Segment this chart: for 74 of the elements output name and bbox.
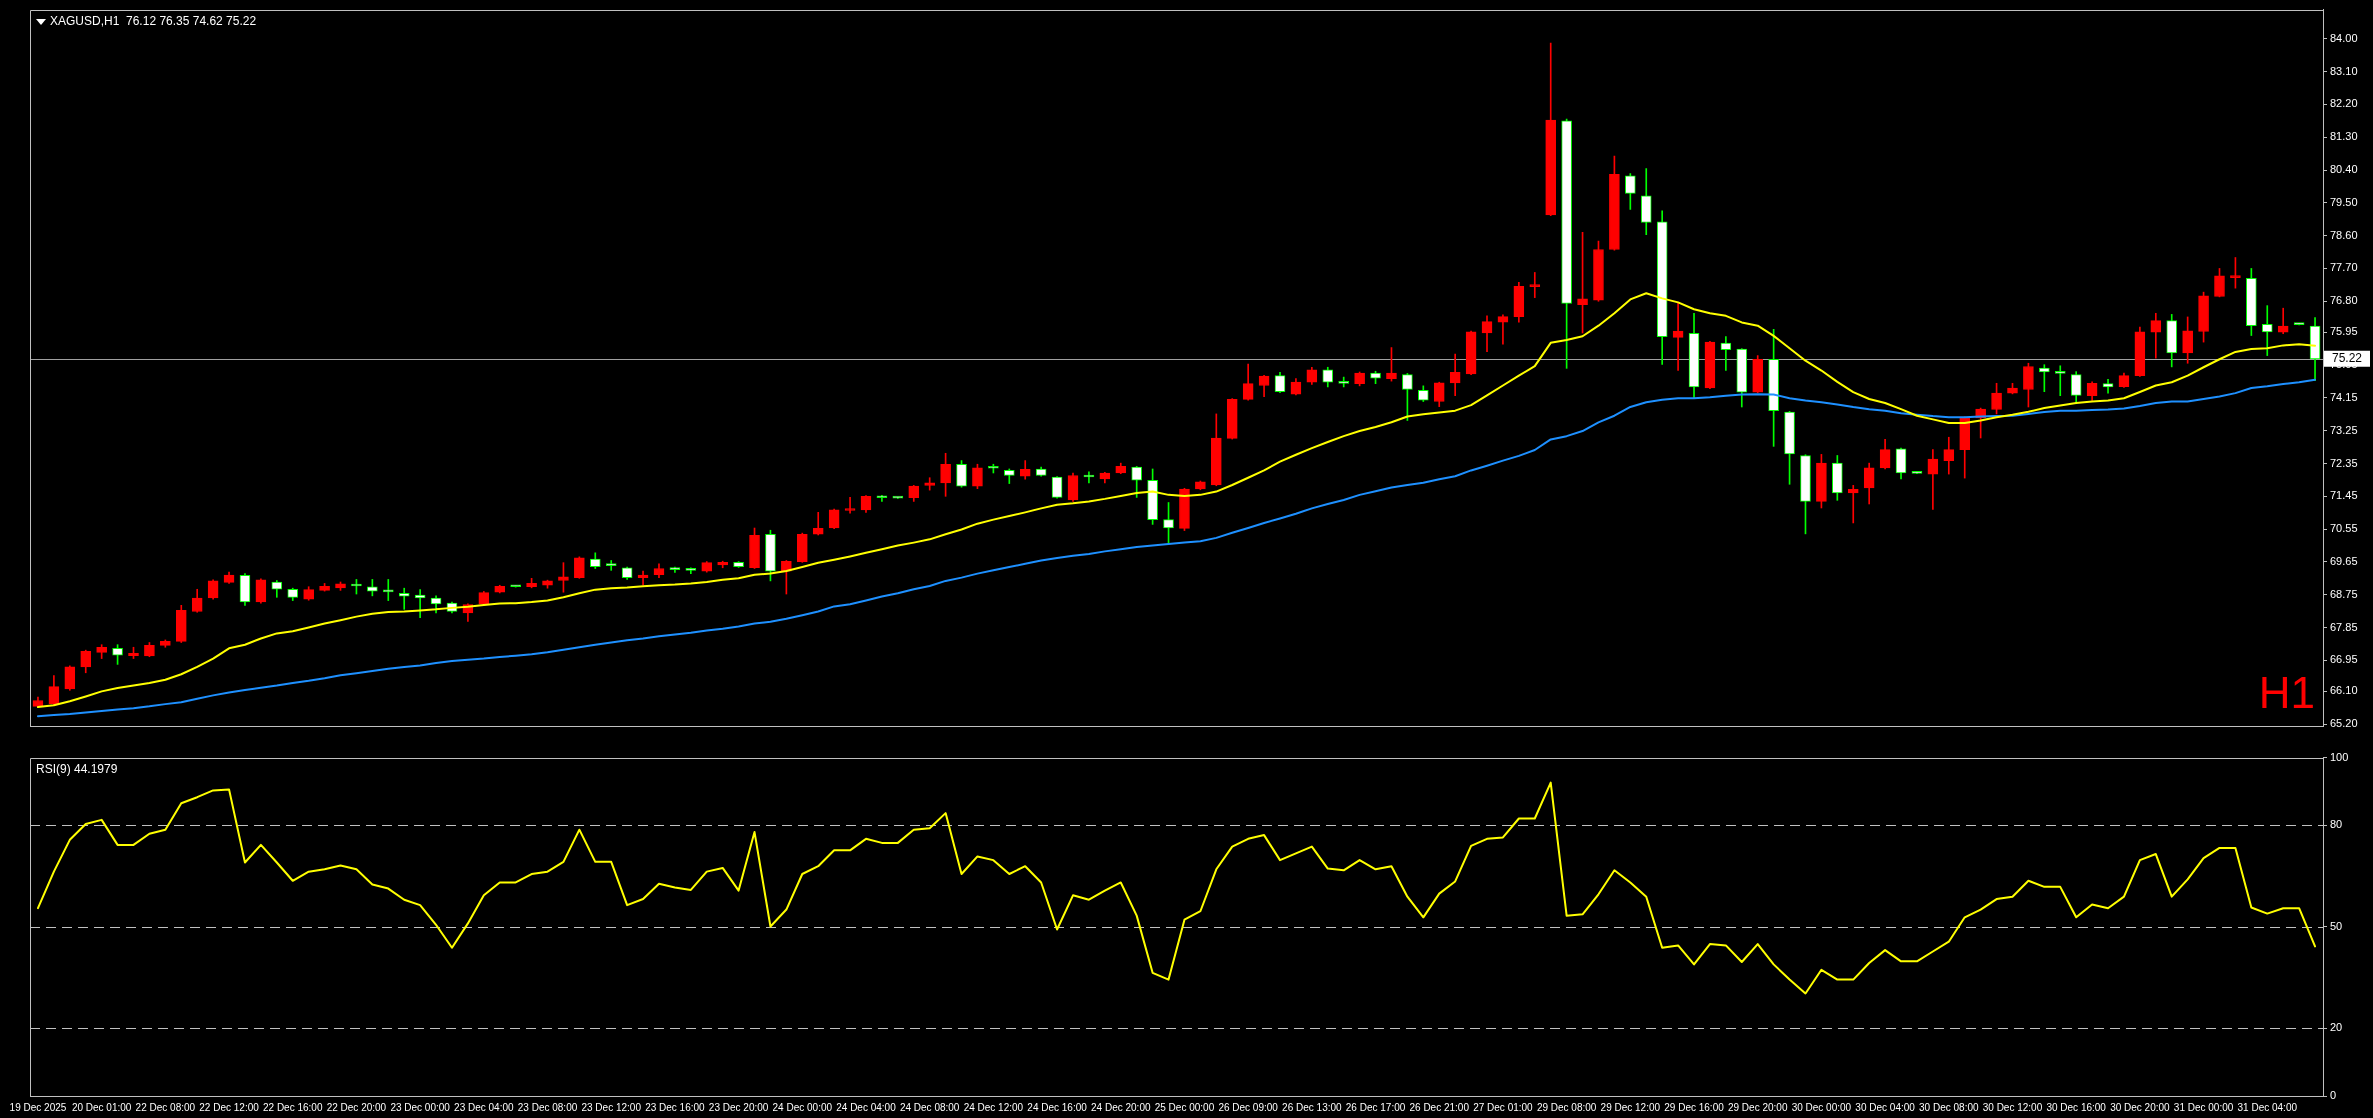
ref-line-label: 75.22 — [2331, 351, 2363, 366]
x-tick-label: 31 Dec 00:00 — [2173, 1101, 2234, 1113]
x-tick-label: 24 Dec 16:00 — [1027, 1101, 1088, 1113]
x-tick-label: 22 Dec 20:00 — [326, 1101, 387, 1113]
y-tick-label: 80 — [2330, 818, 2343, 831]
x-tick-label: 30 Dec 00:00 — [1791, 1101, 1852, 1113]
x-tick-label: 20 Dec 01:00 — [71, 1101, 132, 1113]
x-tick-label: 22 Dec 16:00 — [262, 1101, 323, 1113]
x-tick-label: 26 Dec 13:00 — [1282, 1101, 1343, 1113]
x-tick-label: 22 Dec 12:00 — [199, 1101, 260, 1113]
x-tick-label: 25 Dec 00:00 — [1154, 1101, 1215, 1113]
y-tick-label: 82.20 — [2330, 97, 2358, 110]
x-tick-label: 22 Dec 08:00 — [135, 1101, 196, 1113]
y-tick-label: 20 — [2330, 1021, 2343, 1034]
y-tick-label: 75.95 — [2330, 325, 2358, 338]
candlestick — [2261, 305, 2273, 356]
y-tick-label: 76.80 — [2330, 294, 2358, 307]
x-tick-label: 30 Dec 04:00 — [1855, 1101, 1916, 1113]
x-tick-label: 30 Dec 16:00 — [2046, 1101, 2107, 1113]
y-tick-label: 80.40 — [2330, 163, 2358, 176]
x-tick-label: 29 Dec 16:00 — [1664, 1101, 1725, 1113]
y-tick-label: 50 — [2330, 919, 2343, 932]
y-tick-label: 81.30 — [2330, 130, 2358, 143]
x-tick-label: 26 Dec 09:00 — [1218, 1101, 1279, 1113]
y-tick-label: 73.25 — [2330, 423, 2358, 436]
y-tick-label: 100 — [2330, 750, 2349, 763]
candlestick — [605, 560, 617, 571]
x-tick-label: 24 Dec 08:00 — [899, 1101, 960, 1113]
candlestick — [2054, 365, 2066, 397]
x-tick-label: 24 Dec 00:00 — [772, 1101, 833, 1113]
x-tick-label: 30 Dec 20:00 — [2110, 1101, 2171, 1113]
y-tick-label: 68.75 — [2330, 587, 2358, 600]
x-tick-label: 24 Dec 12:00 — [963, 1101, 1024, 1113]
x-tick-label: 26 Dec 17:00 — [1345, 1101, 1406, 1113]
x-tick-label: 24 Dec 20:00 — [1091, 1101, 1151, 1113]
y-tick-label: 65.20 — [2330, 717, 2358, 730]
candlestick — [398, 587, 410, 610]
x-tick-label: 23 Dec 20:00 — [708, 1101, 769, 1113]
y-tick-label: 84.00 — [2330, 31, 2358, 44]
x-tick-label: 30 Dec 08:00 — [1919, 1101, 1979, 1113]
x-tick-label: 29 Dec 08:00 — [1536, 1101, 1597, 1113]
y-tick-label: 69.65 — [2330, 554, 2358, 567]
y-tick-label: 72.35 — [2330, 456, 2358, 469]
x-tick-label: 23 Dec 04:00 — [454, 1101, 514, 1113]
y-tick-label: 67.85 — [2330, 620, 2358, 633]
x-tick-label: 29 Dec 12:00 — [1600, 1101, 1661, 1113]
x-tick-label: 30 Dec 12:00 — [1982, 1101, 2043, 1113]
candlestick — [1847, 485, 1859, 524]
chart-title: XAGUSD,H1 76.12 76.35 74.62 75.22 — [50, 13, 257, 28]
y-tick-label: 77.70 — [2330, 261, 2358, 274]
y-tick-label: 66.10 — [2330, 684, 2358, 697]
x-tick-label: 29 Dec 20:00 — [1727, 1101, 1788, 1113]
y-tick-label: 71.45 — [2330, 489, 2358, 502]
y-tick-label: 74.15 — [2330, 390, 2358, 403]
y-tick-label: 66.95 — [2330, 653, 2358, 666]
x-tick-label: 23 Dec 00:00 — [390, 1101, 451, 1113]
x-tick-label: 19 Dec 2025 — [9, 1101, 67, 1113]
candlestick — [1529, 272, 1541, 298]
x-tick-label: 23 Dec 08:00 — [517, 1101, 578, 1113]
y-tick-label: 78.60 — [2330, 228, 2358, 241]
y-tick-label: 0 — [2330, 1089, 2337, 1102]
x-tick-label: 31 Dec 04:00 — [2237, 1101, 2298, 1113]
x-tick-label: 27 Dec 01:00 — [1473, 1101, 1534, 1113]
x-tick-label: 23 Dec 16:00 — [645, 1101, 706, 1113]
x-tick-label: 24 Dec 04:00 — [836, 1101, 897, 1113]
x-tick-label: 26 Dec 21:00 — [1409, 1101, 1470, 1113]
candlestick — [844, 497, 856, 514]
annotation: H1 — [2258, 668, 2315, 718]
x-tick-label: 23 Dec 12:00 — [581, 1101, 642, 1113]
y-tick-label: 70.55 — [2330, 522, 2358, 535]
chart-title: RSI(9) 44.1979 — [36, 761, 118, 776]
y-tick-label: 83.10 — [2330, 64, 2358, 77]
candlestick — [1672, 302, 1684, 371]
y-tick-label: 79.50 — [2330, 195, 2358, 208]
